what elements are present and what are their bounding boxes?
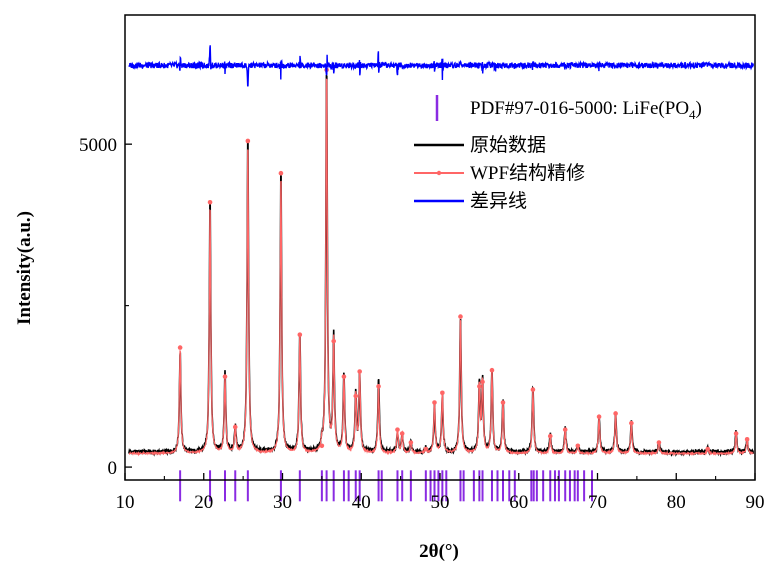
series-wpf-fit-point [733,431,739,436]
series-wpf-fit-point [530,387,536,392]
series-wpf-fit-point [408,440,414,445]
series-wpf-fit-point [432,400,437,405]
y-tick-label: 0 [108,458,118,479]
x-tick-label: 90 [746,492,765,513]
series-wpf-fit-point [656,440,662,445]
series-wpf-fit-line [128,78,754,457]
series-wpf-fit-point [500,400,506,405]
legend-label-wpf-fit: WPF结构精修 [470,162,585,184]
series-wpf-fit-point [423,446,429,452]
series-wpf-fit-point [489,367,495,373]
legend: PDF#97-016-5000: LiFe(PO4) 原始数据 WPF结构精修 … [414,95,702,212]
series-wpf-fit-point [575,443,581,449]
reference-lines [179,470,593,502]
series-wpf-fit-point [458,314,463,319]
series-wpf-fit-point [177,345,183,350]
series-wpf-fit-point [596,414,602,420]
y-axis-title: Intensity(a.u.) [14,211,35,325]
legend-label-reference: PDF#97-016-5000: LiFe(PO4) [470,98,702,122]
series-wpf-fit-point [376,384,381,389]
series-wpf-fit-point [353,393,359,399]
series-raw-data-line [128,74,755,458]
series-layer [128,45,755,458]
series-wpf-fit-point [744,437,750,442]
series-wpf-fit-point [278,170,284,176]
series-wpf-fit-point [207,199,213,205]
x-tick-label: 20 [194,492,213,513]
x-tick-label: 50 [431,492,450,513]
series-wpf-fit-point [477,384,482,389]
ticks: 10 20 30 40 50 60 70 80 90 0 5000 [79,135,765,513]
series-wpf-fit-point [331,338,336,344]
series-wpf-fit-point [399,431,405,436]
x-tick-label: 30 [273,492,292,513]
series-wpf-fit-point [357,369,362,374]
series-wpf-fit-point [341,374,347,379]
series-wpf-fit-point [319,443,325,449]
x-tick-label: 40 [352,492,371,513]
series-wpf-fit-point [297,332,303,337]
series-wpf-fit-point [562,427,568,432]
x-axis-title: 2θ(°) [419,541,459,562]
axes [124,14,756,481]
series-wpf-fit-point [222,374,228,379]
plot-frame [124,14,756,481]
series-wpf-fit-point [440,390,445,396]
series-wpf-fit-point [480,379,485,385]
legend-label-difference: 差异线 [470,190,527,212]
x-tick-label: 80 [667,492,686,513]
series-wpf-fit-point [232,424,238,430]
x-tick-label: 60 [509,492,528,513]
x-tick-label: 10 [116,492,135,513]
legend-marker-wpf-dot [436,170,442,176]
series-wpf-fit-point [245,138,251,144]
series-wpf-fit-point [613,411,618,416]
series-wpf-fit-point [705,446,711,452]
series-wpf-fit-point [395,427,400,432]
x-tick-label: 70 [588,492,607,513]
series-wpf-fit-point [629,420,634,426]
series-difference-line [128,45,754,87]
legend-label-raw-data: 原始数据 [470,134,546,156]
series-wpf-fit-point [547,433,553,439]
y-tick-label: 5000 [79,135,117,156]
